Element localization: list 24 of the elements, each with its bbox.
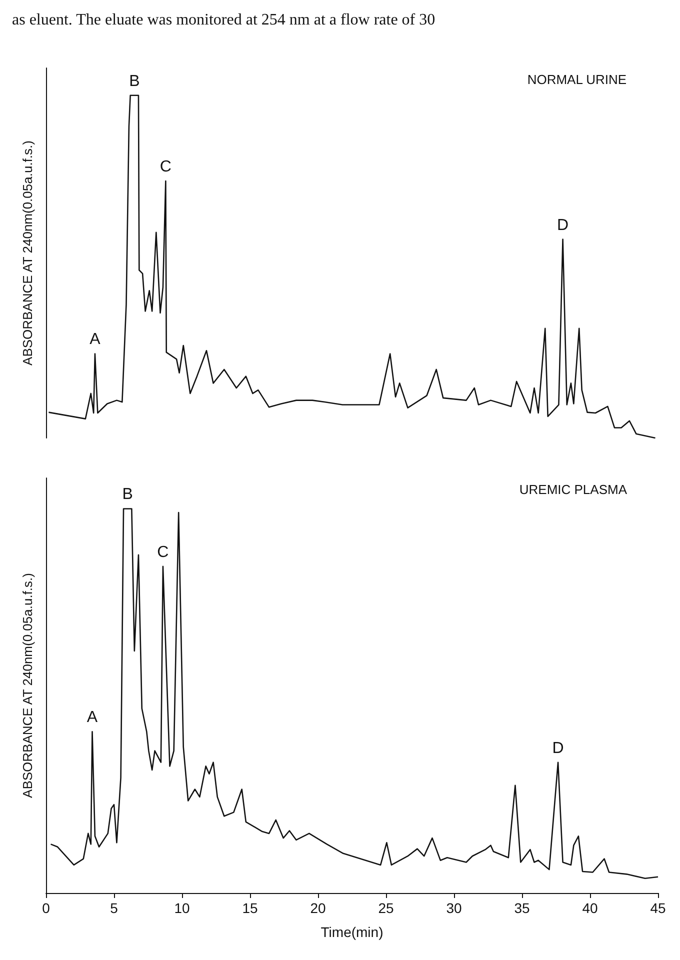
x-tick-label: 35 [514, 900, 530, 916]
chart-title: UREMIC PLASMA [519, 482, 628, 497]
text: as eluent. The eluate was monitored at 254 nm at a flow rate of 30 [12, 12, 436, 28]
x-tick-label: 5 [110, 900, 118, 916]
annotation: B [129, 72, 140, 90]
annotation: C [160, 158, 172, 176]
x-tick-label: 10 [174, 900, 190, 916]
annotation: D [557, 216, 569, 234]
x-tick-label: 15 [242, 900, 258, 916]
y-axis-title: ABSORBANCE AT 240nm(0.05a.u.f.s.) [20, 573, 35, 798]
chart-title: NORMAL URINE [527, 72, 627, 87]
x-tick-label: 45 [650, 900, 666, 916]
x-tick-label: 30 [446, 900, 462, 916]
annotation: B [122, 486, 133, 504]
x-tick-label: 25 [378, 900, 394, 916]
x-tick-label: 20 [310, 900, 326, 916]
x-axis-title: Time(min) [320, 924, 384, 940]
annotation: A [86, 709, 98, 726]
annotation: C [157, 544, 169, 561]
x-tick-label: 40 [582, 900, 598, 916]
y-axis-title: ABSORBANCE AT 240nm(0.05a.u.f.s.) [20, 140, 35, 366]
x-tick-label: 0 [42, 900, 50, 916]
annotation: D [552, 740, 564, 757]
annotation: A [90, 331, 101, 348]
